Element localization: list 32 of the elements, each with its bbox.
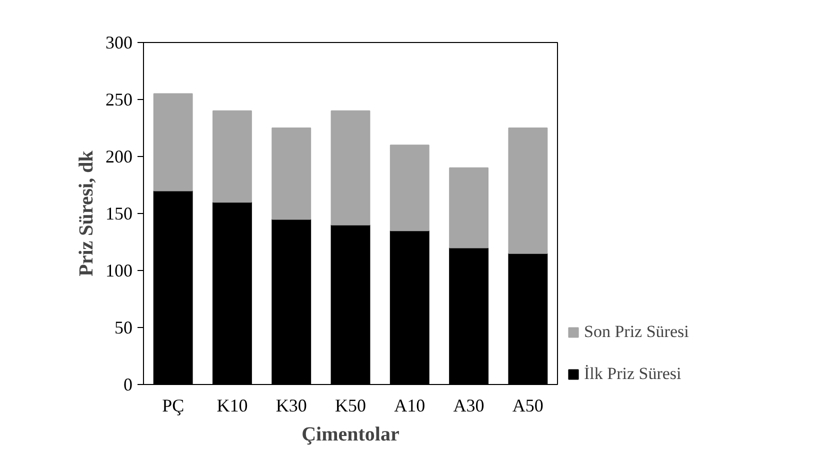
y-tick-label: 50 xyxy=(114,318,132,338)
y-tick-label: 150 xyxy=(106,204,132,224)
x-tick-label: K30 xyxy=(276,396,307,416)
y-tick-label: 200 xyxy=(106,146,132,166)
y-axis-title: Priz Süresi, dk xyxy=(76,150,98,276)
x-tick-label: K50 xyxy=(335,396,366,416)
legend-label: İlk Priz Süresi xyxy=(584,364,682,384)
y-tick-label: 300 xyxy=(106,32,132,52)
bar xyxy=(212,202,252,384)
bar xyxy=(390,144,430,232)
x-tick-label: PÇ xyxy=(162,396,184,416)
bar xyxy=(212,110,252,203)
bar xyxy=(272,128,312,220)
bar xyxy=(330,110,370,226)
y-tick-label: 100 xyxy=(106,260,132,280)
x-tick-label: A10 xyxy=(394,396,426,416)
bar xyxy=(449,247,489,384)
bar xyxy=(508,252,548,384)
bar xyxy=(153,93,193,192)
x-tick-label: A50 xyxy=(512,396,544,416)
x-tick-label: K10 xyxy=(216,396,248,416)
bar xyxy=(390,230,430,384)
bar xyxy=(330,224,370,384)
y-tick-label: 0 xyxy=(124,374,132,394)
y-tick-label: 250 xyxy=(106,90,132,110)
bar xyxy=(153,190,193,384)
bar xyxy=(272,218,312,384)
x-axis-title: Çimentolar xyxy=(302,424,400,446)
legend-label: Son Priz Süresi xyxy=(584,322,689,342)
bar xyxy=(508,128,548,254)
bar xyxy=(449,167,489,248)
x-tick-label: A30 xyxy=(453,396,484,416)
